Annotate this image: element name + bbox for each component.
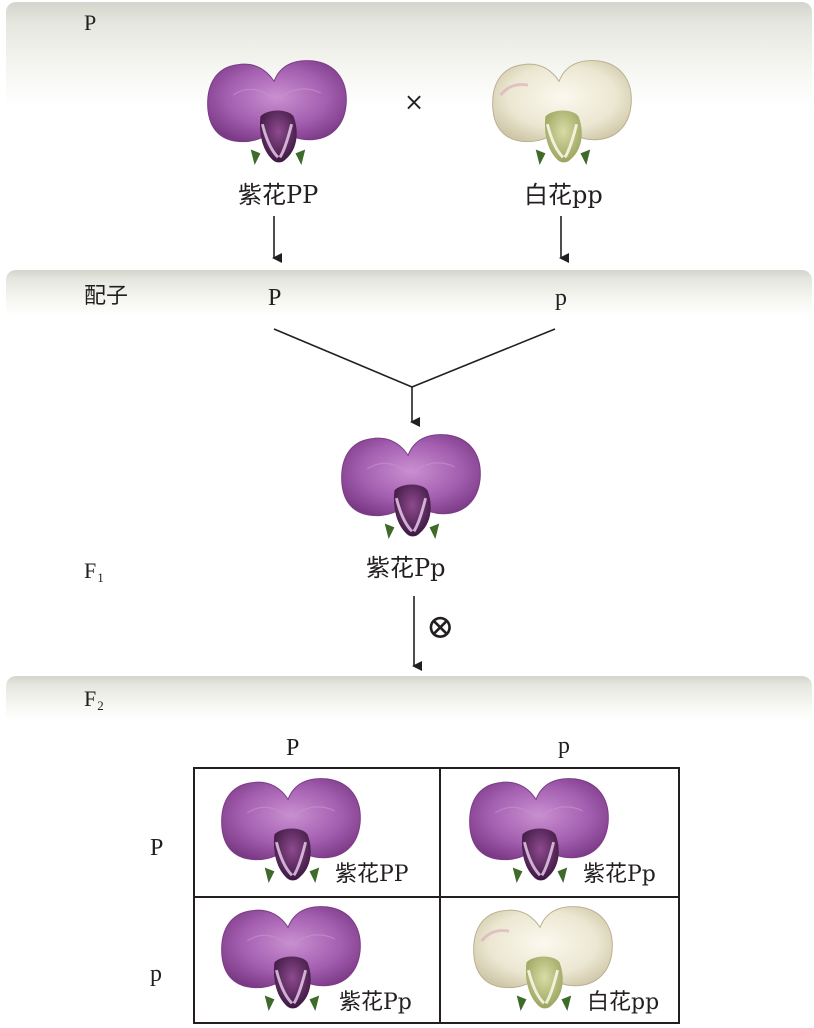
parent-generation-band — [6, 2, 812, 106]
gamete-merge-line-right — [411, 328, 556, 388]
purple-flower-f1 — [340, 433, 482, 541]
punnett-cell-label-4: 白花pp — [586, 990, 661, 1015]
white-parent-label: 白花pp — [524, 181, 603, 209]
purple-parent-label: 紫花PP — [238, 181, 319, 209]
f2-generation-label: F2 — [84, 686, 104, 713]
punnett-cell-label-1: 紫花PP — [334, 862, 410, 887]
punnett-col-header-2: p — [558, 733, 570, 759]
punnett-cell-label-2: 紫花Pp — [582, 862, 657, 887]
gamete-row-label: 配子 — [84, 284, 129, 309]
white-flower-parent — [491, 59, 633, 167]
selfing-symbol: ⊗ — [426, 607, 455, 647]
gamete-band — [6, 270, 812, 316]
punnett-row-header-1: P — [150, 835, 164, 861]
punnett-divider-vertical — [439, 769, 441, 1022]
f1-generation-label: F1 — [84, 558, 104, 585]
gamete-left: P — [268, 285, 282, 311]
punnett-square — [193, 767, 680, 1024]
f1-flower-label: 紫花Pp — [366, 554, 446, 582]
punnett-row-header-2: p — [150, 961, 162, 987]
gamete-right: p — [555, 285, 567, 311]
punnett-cell-label-3: 紫花Pp — [338, 990, 413, 1015]
punnett-divider-horizontal — [195, 896, 678, 898]
purple-flower-parent — [206, 59, 348, 167]
cross-symbol: × — [404, 88, 425, 116]
punnett-col-header-1: P — [286, 735, 300, 761]
gamete-merge-line-left — [273, 328, 413, 388]
p-generation-label: P — [84, 10, 97, 35]
f2-generation-band — [6, 676, 812, 720]
